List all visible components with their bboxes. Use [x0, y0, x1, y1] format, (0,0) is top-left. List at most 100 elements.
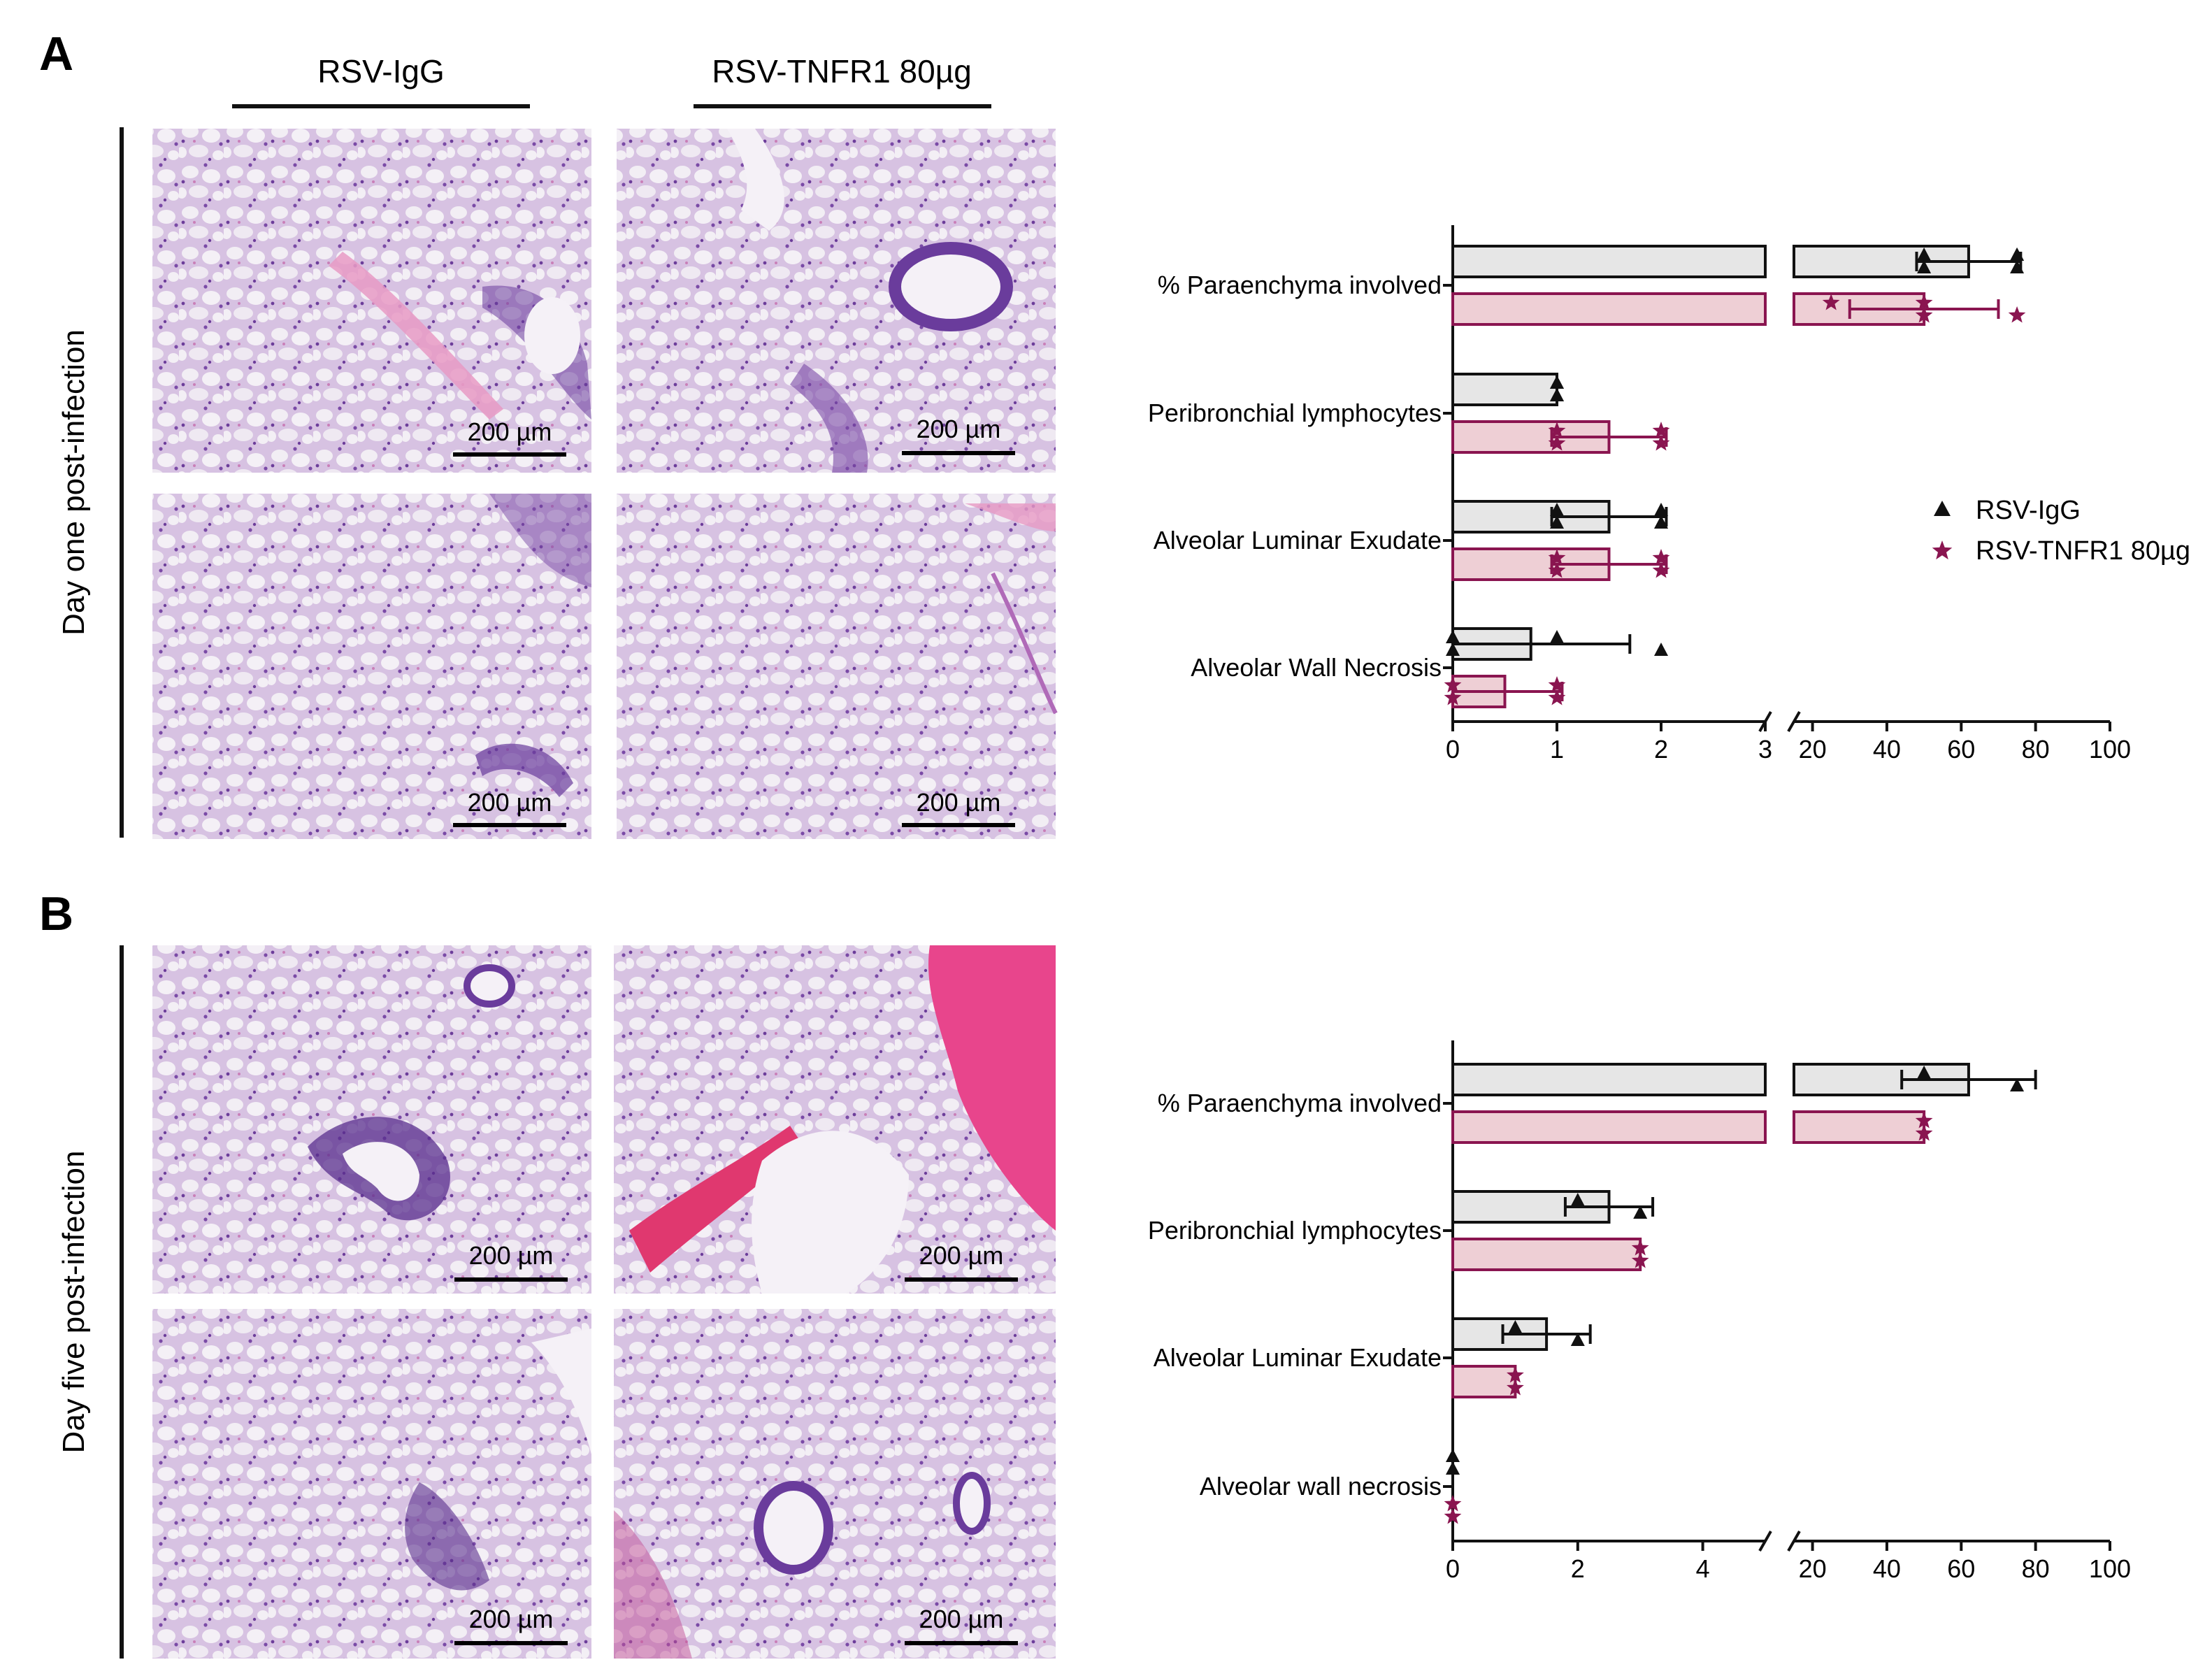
data-point-tnfr1	[1507, 1379, 1524, 1396]
data-point-igg	[1446, 1449, 1460, 1462]
data-point-igg	[1654, 503, 1668, 516]
column-label-igg: RSV-IgG	[317, 53, 445, 89]
x-tick-label: 80	[2022, 1554, 2050, 1583]
data-point-tnfr1	[1548, 434, 1566, 451]
data-point-igg	[2010, 260, 2025, 273]
bar	[1793, 1110, 1926, 1144]
scale-bar-label: 200 µm	[469, 1241, 554, 1270]
row-label-day-five: Day five post-infection	[57, 1151, 91, 1454]
data-point-tnfr1	[1652, 434, 1670, 451]
scale-bar-label: 200 µm	[917, 788, 1001, 817]
x-tick-label: 40	[1873, 735, 1901, 764]
bar	[1451, 245, 1767, 278]
data-point-tnfr1	[1507, 1366, 1524, 1383]
data-point-tnfr1	[1444, 676, 1462, 693]
data-point-tnfr1	[1822, 294, 1840, 310]
x-tick-label: 20	[1799, 735, 1827, 764]
x-tick-label: 0	[1446, 1554, 1460, 1583]
scale-bar-label: 200 µm	[919, 1241, 1004, 1270]
axis-break-mark	[1758, 1531, 1772, 1552]
category-label: % Paraenchyma involved	[1158, 1089, 1442, 1117]
micrograph-b-igg-top: 200 µm	[152, 945, 591, 1294]
x-tick-label: 2	[1571, 1554, 1585, 1583]
data-point-tnfr1	[1548, 422, 1566, 438]
legend-marker-igg	[1934, 501, 1951, 516]
data-point-tnfr1	[2008, 306, 2026, 323]
micrograph-b-tnfr1-bottom: 200 µm	[614, 1309, 1056, 1659]
category-label: Alveolar Luminar Exudate	[1154, 526, 1442, 554]
data-point-tnfr1	[1631, 1239, 1649, 1256]
x-tick-label: 2	[1654, 735, 1668, 764]
x-tick-label: 100	[2089, 735, 2131, 764]
data-point-tnfr1	[1444, 1507, 1462, 1524]
category-label: Alveolar Wall Necrosis	[1191, 653, 1442, 682]
category-label: Alveolar Luminar Exudate	[1154, 1343, 1442, 1372]
data-point-igg	[2010, 1078, 2025, 1091]
bar	[1451, 373, 1558, 406]
legend: RSV-IgG RSV-TNFR1 80µg	[1932, 496, 2190, 566]
data-point-igg	[1633, 1205, 1648, 1219]
category-label: Peribronchial lymphocytes	[1148, 399, 1442, 427]
data-point-igg	[1508, 1320, 1523, 1333]
x-tick-label: 1	[1550, 735, 1564, 764]
data-point-tnfr1	[1915, 1112, 1933, 1129]
data-point-igg	[1570, 1193, 1585, 1206]
data-point-igg	[1917, 260, 1932, 273]
data-point-tnfr1	[1444, 689, 1462, 706]
data-point-tnfr1	[1444, 1495, 1462, 1512]
legend-label-tnfr1: RSV-TNFR1 80µg	[1976, 536, 2190, 566]
bar	[1451, 1365, 1517, 1398]
scale-bar-label: 200 µm	[469, 1605, 554, 1633]
x-tick-label: 20	[1799, 1554, 1827, 1583]
legend-marker-tnfr1	[1932, 540, 1953, 560]
data-point-igg	[2010, 248, 2025, 261]
chart-panel-b: 0 2 4 20 40 60 80 100 % Paraenchyma involved Peri…	[1148, 1040, 2131, 1583]
scale-bar-label: 200 µm	[917, 415, 1001, 443]
scale-bar-label: 200 µm	[919, 1605, 1004, 1633]
data-point-tnfr1	[1631, 1252, 1649, 1268]
micrograph-b-igg-bottom: 200 µm	[152, 1309, 591, 1659]
scale-bar-label: 200 µm	[468, 788, 552, 817]
data-point-igg	[1550, 515, 1564, 529]
x-tick-label: 0	[1446, 735, 1460, 764]
x-tick-label: 4	[1696, 1554, 1710, 1583]
category-label: Peribronchial lymphocytes	[1148, 1216, 1442, 1245]
data-point-tnfr1	[1652, 422, 1670, 438]
data-point-tnfr1	[1915, 294, 1933, 310]
data-point-igg	[1446, 643, 1460, 656]
bar	[1451, 292, 1767, 326]
data-point-igg	[1446, 1461, 1460, 1475]
x-tick-label: 3	[1758, 735, 1772, 764]
bar	[1793, 1063, 1970, 1096]
x-tick-label: 60	[1947, 735, 1975, 764]
data-point-tnfr1	[1652, 561, 1670, 578]
micrograph-a-tnfr1-bottom: 200 µm	[617, 494, 1058, 839]
panel-b-letter: B	[39, 887, 73, 940]
panel-a-letter: A	[39, 27, 73, 80]
legend-label-igg: RSV-IgG	[1976, 496, 2081, 525]
x-tick-label: 80	[2022, 735, 2050, 764]
data-point-tnfr1	[1548, 561, 1566, 578]
x-tick-label: 40	[1873, 1554, 1901, 1583]
micrograph-a-igg-bottom: 200 µm	[152, 494, 591, 839]
data-point-igg	[1654, 643, 1668, 656]
data-point-igg	[1570, 1333, 1585, 1346]
data-point-tnfr1	[1652, 549, 1670, 566]
data-point-igg	[1917, 248, 1932, 261]
scale-bar-label: 200 µm	[468, 417, 552, 446]
data-point-igg	[1446, 630, 1460, 643]
data-point-igg	[1550, 388, 1564, 401]
data-point-tnfr1	[1548, 676, 1566, 693]
data-point-igg	[1917, 1066, 1932, 1079]
column-label-tnfr1: RSV-TNFR1 80µg	[712, 53, 972, 89]
bar	[1451, 1110, 1767, 1144]
axis-break-mark	[1787, 711, 1801, 732]
category-label: Alveolar wall necrosis	[1200, 1472, 1442, 1500]
data-point-igg	[1550, 630, 1564, 643]
micrograph-a-tnfr1-top: 200 µm	[617, 129, 1056, 473]
bar	[1451, 1063, 1767, 1096]
x-tick-label: 100	[2089, 1554, 2131, 1583]
micrograph-b-tnfr1-top: 200 µm	[614, 945, 1056, 1294]
micrograph-a-igg-top: 200 µm	[152, 129, 591, 473]
